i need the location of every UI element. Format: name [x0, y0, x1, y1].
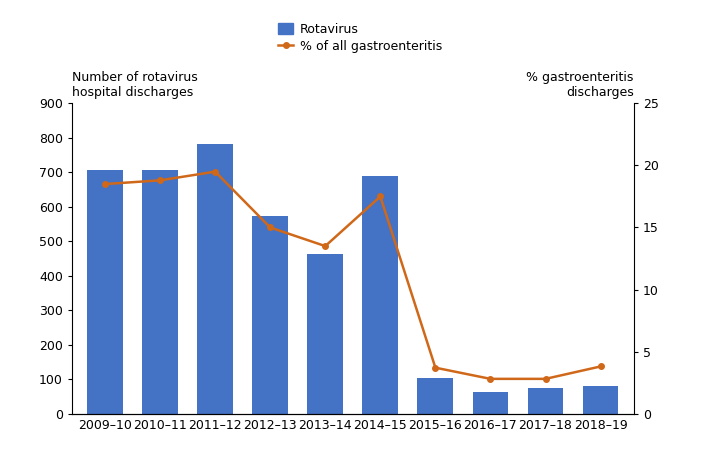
Bar — [87, 170, 123, 414]
Bar — [197, 144, 233, 414]
Text: % gastroenteritis
discharges: % gastroenteritis discharges — [526, 70, 634, 99]
% of all gastroenteritis — [541, 376, 550, 382]
Bar — [362, 176, 398, 414]
% of all gastroenteritis — [596, 364, 605, 369]
% of all gastroenteritis — [101, 181, 109, 187]
% of all gastroenteritis — [321, 243, 330, 249]
% of all gastroenteritis — [211, 169, 220, 174]
Bar — [582, 386, 618, 414]
% of all gastroenteritis — [486, 376, 495, 382]
Line: % of all gastroenteritis: % of all gastroenteritis — [102, 169, 603, 382]
Bar — [307, 254, 343, 414]
Bar — [142, 170, 178, 414]
Legend: Rotavirus, % of all gastroenteritis: Rotavirus, % of all gastroenteritis — [276, 20, 444, 55]
Bar — [472, 392, 508, 414]
Text: Number of rotavirus
hospital discharges: Number of rotavirus hospital discharges — [72, 70, 198, 99]
% of all gastroenteritis — [376, 194, 384, 199]
Bar — [252, 217, 288, 414]
% of all gastroenteritis — [266, 225, 274, 230]
% of all gastroenteritis — [431, 365, 440, 370]
Bar — [528, 388, 563, 414]
Bar — [418, 378, 454, 414]
% of all gastroenteritis — [156, 178, 164, 183]
